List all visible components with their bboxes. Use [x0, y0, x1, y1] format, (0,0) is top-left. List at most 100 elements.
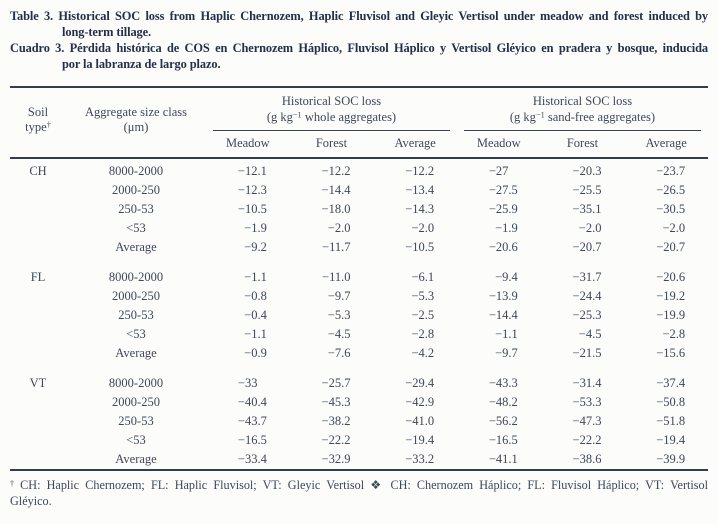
soc-loss-value-cell: −2.0	[327, 221, 351, 235]
soc-loss-value-cell: −42.9	[405, 395, 435, 409]
aggregate-size-cell: <53	[126, 327, 146, 341]
soc-loss-value-cell: −22.2	[572, 433, 602, 447]
soc-loss-value-cell: −38.6	[572, 452, 602, 466]
soc-loss-value-cell: −43.3	[488, 376, 518, 390]
soc-loss-value-cell: −0.4	[244, 308, 267, 322]
aggregate-size-cell: 8000-2000	[108, 270, 164, 284]
soil-type-cell: FL	[30, 270, 46, 284]
soc-loss-value-cell: −20.7	[656, 240, 686, 254]
soc-loss-value-cell: −32.9	[321, 452, 351, 466]
table-row: 250-53 −43.7 −38.2 −41.0 −56.2 −47.3 −51.8	[10, 412, 708, 431]
soc-loss-value-cell: −13.9	[488, 289, 518, 303]
soil-type-cell	[10, 412, 66, 431]
soc-loss-value-cell: −19.4	[405, 433, 435, 447]
soc-loss-value-cell: −23.7	[656, 164, 686, 178]
soc-loss-value-cell: −14.3	[405, 202, 435, 216]
aggregate-size-cell: 2000-250	[112, 183, 160, 197]
dagger-symbol: †	[46, 120, 51, 130]
soc-loss-value-cell: −45.3	[321, 395, 351, 409]
soil-type-cell	[10, 200, 66, 219]
aggregate-size-cell: 250-53	[118, 414, 154, 428]
table-captions: Table 3. Historical SOC loss from Haplic…	[10, 8, 708, 72]
dagger-symbol: †	[10, 478, 18, 488]
soc-loss-value-cell: −9.4	[495, 270, 518, 284]
soil-type-cell	[10, 306, 66, 325]
group-header-sand-free-aggregates: Historical SOC loss (g kg−1 sand-free ag…	[457, 87, 708, 131]
table-header: Soil type† Aggregate size class (μm) His…	[10, 87, 708, 159]
soc-loss-value-cell: −24.4	[572, 289, 602, 303]
soil-type-cell	[10, 287, 66, 306]
soc-loss-value-cell: −12.3	[237, 183, 267, 197]
group-header-sand-free-inner: Historical SOC loss (g kg−1 sand-free ag…	[463, 93, 701, 131]
soc-loss-value-cell: −21.5	[572, 346, 602, 360]
table-row: CH 8000-2000 −12.1 −12.2 −12.2 −27.0 −20.3 −23.…	[10, 158, 708, 181]
aggregate-header-line1: Aggregate size class	[84, 104, 188, 119]
table-body: CH 8000-2000 −12.1 −12.2 −12.2 −27.0 −20.3 −23.…	[10, 158, 708, 470]
group-title: Historical SOC loss	[532, 94, 633, 108]
table-row: 2000-250 −40.4 −45.3 −42.9 −48.2 −53.3 −50.8	[10, 393, 708, 412]
soc-loss-value-cell: −20.6	[488, 240, 518, 254]
table-caption-es: Cuadro 3. Pérdida histórica de COS en Ch…	[10, 40, 708, 72]
soc-loss-value-cell: −33.4	[237, 452, 267, 466]
soc-loss-value-cell: −39.9	[656, 452, 686, 466]
column-header-average-whole: Average	[373, 131, 457, 159]
table-row: <53 −16.5 −22.2 −19.4 −16.5 −22.2 −19.4	[10, 431, 708, 450]
aggregate-size-cell: Average	[115, 452, 157, 466]
group-unit: (g kg−1 whole aggregates)	[213, 109, 450, 125]
soc-loss-value-cell: −19.2	[656, 289, 686, 303]
soc-loss-value-cell: −15.6	[656, 346, 686, 360]
subheader-row: Meadow Forest Average Meadow Forest Aver…	[10, 131, 708, 159]
caption-en-line2: long-term tillage.	[62, 25, 152, 39]
column-header-forest-whole: Forest	[289, 131, 374, 159]
footnote-line1: † CH: Haplic Chernozem; FL: Haplic Fluvis…	[10, 478, 708, 494]
footnote-line2: Gléyico.	[10, 493, 52, 508]
soc-loss-value-cell: −4.5	[327, 327, 351, 341]
unit-suffix: whole aggregates)	[301, 110, 397, 124]
soc-loss-value-cell: −14.4	[488, 308, 518, 322]
soc-loss-value-cell: −20.6	[656, 270, 686, 284]
table-row: Average −9.2 −11.7 −10.5 −20.6 −20.7 −20.7	[10, 238, 708, 257]
table-row: <53 −1.9 −2.0 −2.0 −1.9 −2.0 −2.0	[10, 219, 708, 238]
footnote: † CH: Haplic Chernozem; FL: Haplic Fluvis…	[10, 478, 708, 509]
soc-loss-value-cell: −1.1	[244, 327, 267, 341]
soc-loss-value-cell: −27.0	[488, 164, 509, 178]
soc-loss-value-cell: −4.5	[578, 327, 602, 341]
aggregate-size-cell: 8000-2000	[108, 164, 164, 178]
soc-loss-value-cell: −6.1	[411, 270, 435, 284]
column-header-meadow-whole: Meadow	[206, 131, 290, 159]
aggregate-size-cell: <53	[126, 221, 146, 235]
group-title: Historical SOC loss	[281, 94, 382, 108]
aggregate-size-cell: Average	[115, 346, 157, 360]
aggregate-size-cell: 2000-250	[112, 395, 160, 409]
soc-loss-value-cell: −18.0	[321, 202, 351, 216]
soil-type-cell	[10, 344, 66, 363]
soc-loss-value-cell: −5.3	[327, 308, 351, 322]
soil-header-line2: type	[25, 119, 47, 134]
soc-loss-value-cell: −53.3	[572, 395, 602, 409]
unit-exponent: −1	[535, 110, 545, 120]
soc-loss-value-cell: −2.0	[662, 221, 686, 235]
soil-header-line1: Soil	[27, 104, 49, 119]
unit-prefix: (g kg	[266, 110, 293, 124]
soil-type-cell	[10, 181, 66, 200]
soil-type-cell	[10, 325, 66, 344]
aggregate-size-cell: 8000-2000	[108, 376, 164, 390]
soc-loss-value-cell: −41.1	[488, 452, 518, 466]
soc-loss-value-cell: −12.2	[405, 164, 435, 178]
column-header-aggregate-size: Aggregate size class (μm)	[66, 87, 206, 159]
soc-loss-value-cell: −27.5	[488, 183, 518, 197]
soil-type-cell: VT	[29, 376, 47, 390]
soc-loss-value-cell: −25.5	[572, 183, 602, 197]
soc-loss-value-cell: −1.9	[244, 221, 267, 235]
caption-en-line1: Table 3. Historical SOC loss from Haplic…	[10, 9, 708, 23]
table-row: 250-53 −10.5 −18.0 −14.3 −25.9 −35.1 −30.5	[10, 200, 708, 219]
soc-loss-value-cell: −4.2	[411, 346, 435, 360]
soc-loss-value-cell: −31.4	[572, 376, 602, 390]
table-row: 250-53 −0.4 −5.3 −2.5 −14.4 −25.3 −19.9	[10, 306, 708, 325]
soc-loss-value-cell: −1.1	[495, 327, 518, 341]
soc-loss-value-cell: −13.4	[405, 183, 435, 197]
column-header-average-sand-free: Average	[624, 131, 708, 159]
soc-loss-value-cell: −7.6	[327, 346, 351, 360]
aggregate-size-cell: Average	[115, 240, 157, 254]
